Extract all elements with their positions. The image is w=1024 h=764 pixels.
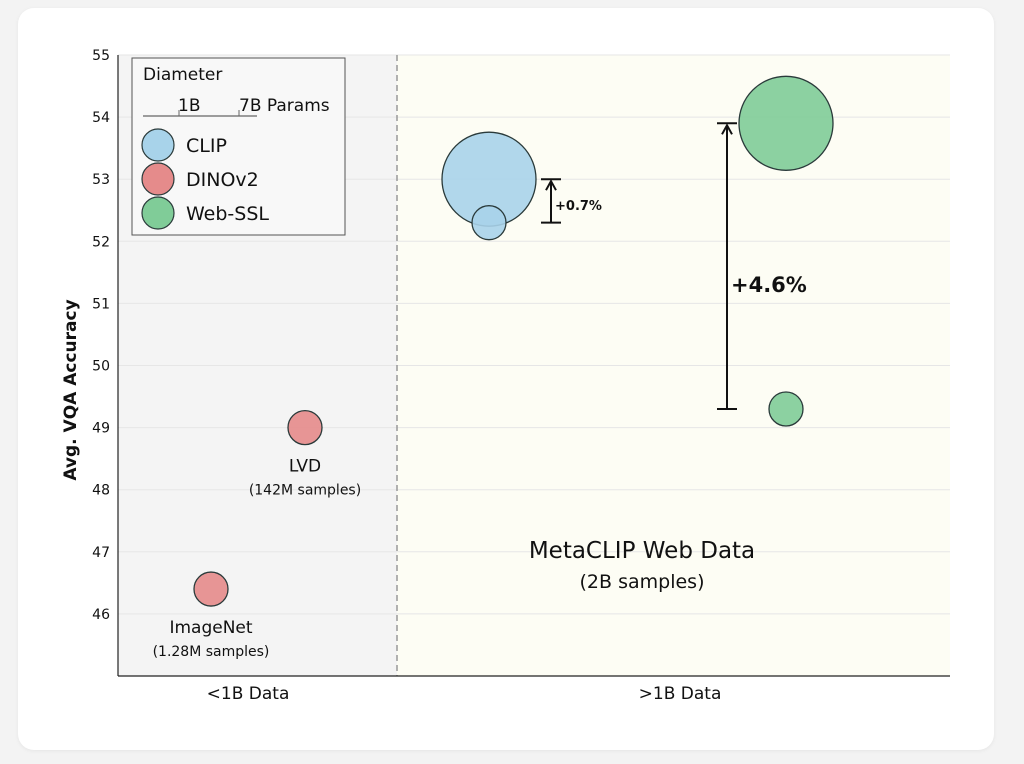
legend-entry-label: DINOv2 <box>186 169 259 191</box>
y-tick-label: 47 <box>92 545 110 561</box>
legend-marker-web-ssl <box>141 196 175 230</box>
legend-size-label: 7B Params <box>239 96 330 116</box>
bubble-web-ssl <box>768 391 804 427</box>
point-label: ImageNet <box>169 618 252 638</box>
annotation-label: +4.6% <box>731 273 807 297</box>
bubble-clip <box>471 205 507 241</box>
y-tick-label: 55 <box>92 48 110 64</box>
y-tick-label: 52 <box>92 234 110 250</box>
bubble-dinov2 <box>193 571 229 607</box>
y-axis-label: Avg. VQA Accuracy <box>61 299 81 480</box>
annotation-label: +0.7% <box>555 199 602 214</box>
region-subtitle: (2B samples) <box>580 571 705 593</box>
arrow-head-icon <box>721 123 733 135</box>
legend-marker-clip <box>141 128 175 162</box>
legend-size-label: 1B <box>178 96 200 116</box>
point-sublabel: (142M samples) <box>249 483 361 499</box>
legend-entry-label: CLIP <box>186 135 227 157</box>
arrow-head-icon <box>545 179 557 191</box>
legend-marker-dinov2 <box>141 162 175 196</box>
legend-entry-label: Web-SSL <box>186 203 269 225</box>
y-tick-label: 51 <box>92 296 110 312</box>
bubble-web-ssl <box>738 75 834 171</box>
x-tick-label: <1B Data <box>207 684 290 704</box>
point-label: LVD <box>289 457 321 477</box>
y-tick-label: 48 <box>92 483 110 499</box>
point-sublabel: (1.28M samples) <box>153 644 270 660</box>
region-title: MetaCLIP Web Data <box>529 538 755 564</box>
bubble-dinov2 <box>287 409 323 446</box>
y-tick-label: 54 <box>92 110 110 126</box>
y-tick-label: 53 <box>92 172 110 188</box>
y-tick-label: 50 <box>92 359 110 375</box>
legend-size-title: Diameter <box>143 65 222 85</box>
y-tick-label: 49 <box>92 421 110 437</box>
y-tick-label: 46 <box>92 607 110 623</box>
x-tick-label: >1B Data <box>639 684 722 704</box>
